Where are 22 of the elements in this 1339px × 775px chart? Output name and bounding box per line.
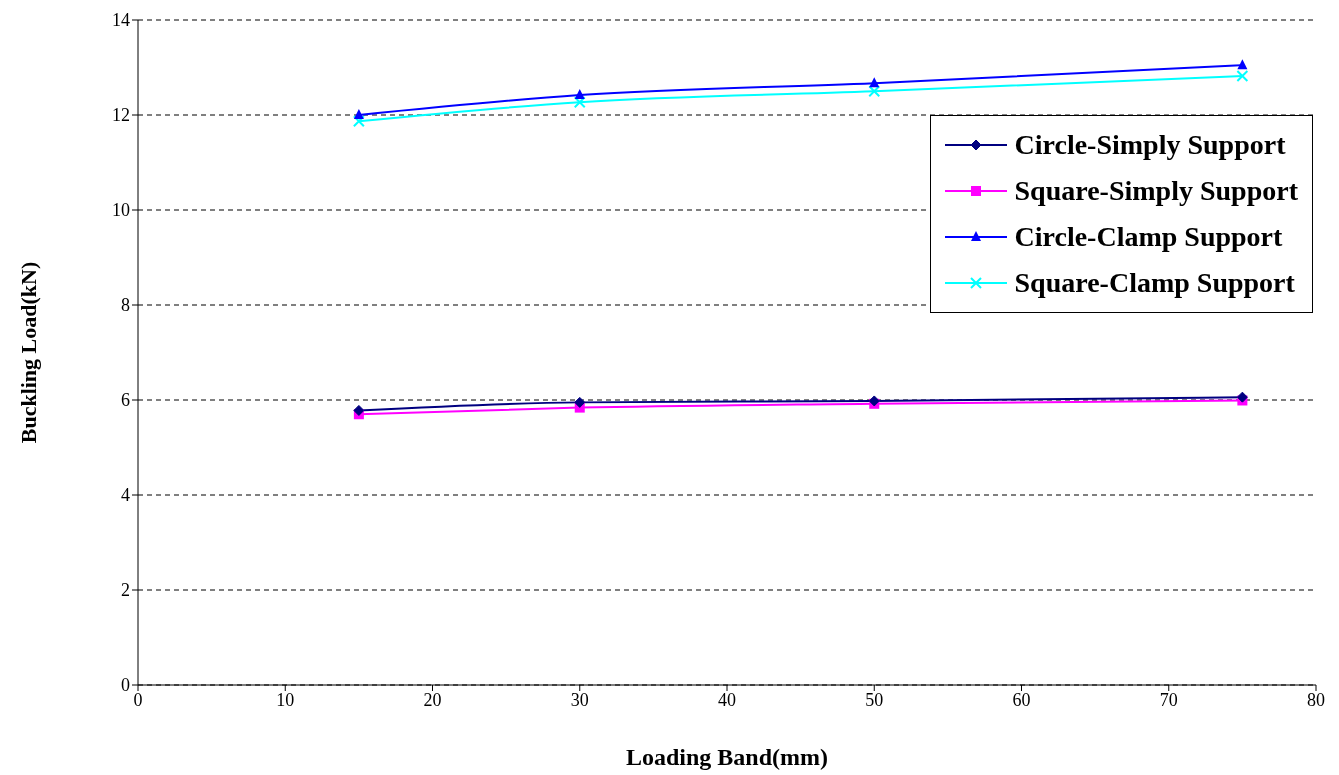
legend-label: Square-Simply Support: [1014, 175, 1298, 207]
legend-label: Circle-Simply Support: [1014, 129, 1286, 161]
x-tick-label: 20: [423, 689, 442, 710]
y-tick-label: 8: [121, 295, 130, 316]
y-tick-label: 0: [121, 675, 130, 696]
y-tick-label: 2: [121, 580, 130, 601]
legend-label: Square-Clamp Support: [1014, 267, 1295, 299]
x-tick-label: 40: [718, 689, 736, 710]
y-tick-label: 14: [112, 10, 130, 31]
x-tick-label: 70: [1159, 689, 1178, 710]
legend-label: Circle-Clamp Support: [1014, 221, 1283, 253]
y-tick-label: 4: [121, 485, 130, 506]
x-tick-label: 50: [865, 689, 884, 710]
y-tick-label: 6: [121, 390, 130, 411]
y-axis-title: Buckling Load(kN): [15, 261, 41, 444]
x-tick-label: 60: [1012, 689, 1031, 710]
x-tick-label: 30: [570, 689, 589, 710]
y-tick-label: 10: [112, 200, 130, 221]
x-tick-label: 80: [1307, 689, 1325, 710]
y-tick-label: 12: [112, 105, 130, 126]
x-axis-title: Loading Band(mm): [625, 744, 829, 770]
x-tick-label: 10: [276, 689, 295, 710]
